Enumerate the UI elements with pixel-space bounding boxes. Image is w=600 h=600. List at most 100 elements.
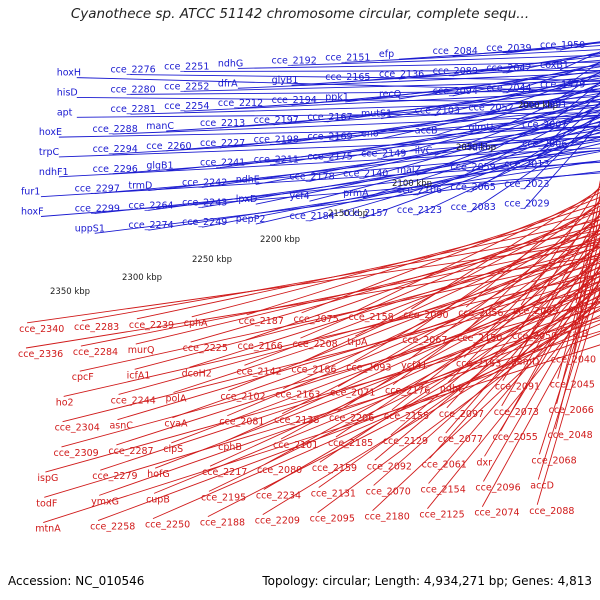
forward-gene-label[interactable]: hisD: [57, 87, 78, 98]
reverse-gene-label[interactable]: cce_2150: [457, 333, 502, 344]
reverse-gene-label[interactable]: cce_2096: [475, 483, 520, 494]
reverse-gene-label[interactable]: clpS: [163, 444, 183, 455]
reverse-gene-label[interactable]: cce_2159: [312, 463, 357, 474]
forward-gene-label[interactable]: ndhE: [236, 174, 260, 185]
reverse-gene-label[interactable]: cce_2056: [458, 308, 503, 319]
forward-gene-label[interactable]: cce_1979: [540, 80, 585, 91]
reverse-gene-label[interactable]: murQ: [128, 345, 155, 356]
reverse-gene-label[interactable]: cce_2138: [274, 415, 319, 426]
forward-gene-label[interactable]: cce_2039: [486, 43, 531, 54]
reverse-gene-label[interactable]: cce_2125: [419, 510, 464, 521]
forward-gene-label[interactable]: cce_2251: [164, 61, 209, 72]
forward-gene-label[interactable]: accB: [415, 126, 438, 137]
reverse-gene-label[interactable]: cce_2131: [311, 488, 356, 499]
reverse-gene-label[interactable]: ndhL: [440, 384, 464, 395]
forward-gene-label[interactable]: trpC: [39, 147, 60, 158]
forward-gene-label[interactable]: cce_2242: [182, 177, 227, 188]
forward-gene-label[interactable]: cce_2254: [164, 101, 209, 112]
reverse-gene-label[interactable]: cce_2166: [238, 341, 283, 352]
forward-gene-label[interactable]: cce_2211: [254, 155, 299, 166]
reverse-gene-label[interactable]: cce_2088: [529, 506, 574, 517]
reverse-gene-label[interactable]: ispG: [37, 473, 58, 484]
reverse-gene-label[interactable]: cce_2217: [202, 467, 247, 478]
reverse-gene-label[interactable]: cce_2155: [384, 411, 429, 422]
forward-gene-label[interactable]: cce_2249: [182, 217, 227, 228]
reverse-gene-label[interactable]: cce_2071: [330, 388, 375, 399]
reverse-gene-label[interactable]: cce_2158: [348, 312, 393, 323]
forward-gene-label[interactable]: cce_2212: [218, 98, 263, 109]
reverse-gene-label[interactable]: cce_2186: [291, 364, 336, 375]
reverse-gene-label[interactable]: cphA: [184, 318, 208, 329]
forward-gene-label[interactable]: cce_2013: [504, 159, 549, 170]
forward-gene-label[interactable]: cce_2123: [397, 205, 442, 216]
reverse-gene-label[interactable]: cce_2287: [108, 446, 153, 457]
reverse-gene-label[interactable]: accD: [530, 481, 554, 492]
reverse-gene-label[interactable]: hofG: [147, 469, 170, 480]
reverse-gene-label[interactable]: cce_2092: [367, 461, 412, 472]
reverse-gene-label[interactable]: cupB: [146, 494, 170, 505]
reverse-gene-label[interactable]: ho2: [56, 397, 74, 408]
reverse-gene-label[interactable]: cce_2176: [385, 386, 430, 397]
forward-gene-label[interactable]: cce_2169: [307, 132, 352, 143]
forward-gene-label[interactable]: coxB1: [540, 60, 569, 71]
forward-gene-label[interactable]: hoxH: [57, 68, 81, 79]
reverse-gene-label[interactable]: cce_2258: [90, 522, 135, 533]
reverse-gene-label[interactable]: cce_2069: [513, 306, 558, 317]
forward-gene-label[interactable]: glyB1: [272, 75, 299, 86]
reverse-gene-label[interactable]: cce_2154: [421, 484, 466, 495]
reverse-gene-label[interactable]: cce_2045: [550, 380, 595, 391]
reverse-gene-label[interactable]: cce_2244: [111, 395, 156, 406]
reverse-gene-label[interactable]: cce_2080: [257, 465, 302, 476]
reverse-gene-label[interactable]: cce_2208: [292, 339, 337, 350]
forward-gene-label[interactable]: cce_2103: [415, 106, 460, 117]
forward-gene-label[interactable]: prmA: [343, 188, 369, 199]
forward-gene-label[interactable]: cce_2192: [272, 55, 317, 66]
forward-gene-label[interactable]: cce_2094: [433, 86, 478, 97]
forward-gene-label[interactable]: cce_2297: [75, 184, 120, 195]
forward-gene-label[interactable]: cce_2264: [128, 200, 173, 211]
forward-gene-label[interactable]: cce_2157: [343, 208, 388, 219]
reverse-gene-label[interactable]: cce_2055: [493, 432, 538, 443]
forward-gene-label[interactable]: cce_2089: [433, 66, 478, 77]
forward-gene-label[interactable]: cce_2151: [325, 52, 370, 63]
forward-gene-label[interactable]: cce_2044: [486, 83, 531, 94]
forward-gene-label[interactable]: glmU: [468, 122, 493, 133]
forward-gene-label[interactable]: cce_2136: [379, 69, 424, 80]
reverse-gene-label[interactable]: cce_2234: [256, 490, 301, 501]
forward-gene-label[interactable]: apt: [57, 107, 73, 118]
forward-gene-label[interactable]: cce_2184: [290, 211, 335, 222]
reverse-gene-label[interactable]: cce_2129: [383, 436, 428, 447]
reverse-gene-label[interactable]: cce_2195: [201, 492, 246, 503]
reverse-gene-label[interactable]: cce_2102: [220, 392, 265, 403]
reverse-gene-label[interactable]: cce_2309: [53, 448, 98, 459]
forward-gene-label[interactable]: cce_2023: [504, 179, 549, 190]
reverse-gene-label[interactable]: cce_2180: [365, 512, 410, 523]
forward-gene-label[interactable]: cce_2140: [343, 168, 388, 179]
forward-gene-label[interactable]: cce_2276: [110, 65, 155, 76]
reverse-gene-label[interactable]: carB: [567, 329, 588, 340]
reverse-gene-label[interactable]: cce_2279: [92, 471, 137, 482]
forward-gene-label[interactable]: hoxE: [39, 127, 62, 138]
reverse-gene-label[interactable]: cce_2340: [19, 324, 64, 335]
forward-gene-label[interactable]: cce_2274: [128, 220, 173, 231]
forward-gene-label[interactable]: cce_2084: [433, 46, 478, 57]
forward-gene-label[interactable]: manC: [146, 121, 174, 132]
forward-gene-label[interactable]: efp: [379, 49, 394, 60]
forward-gene-label[interactable]: cce_2042: [486, 63, 531, 74]
forward-gene-label[interactable]: cce_2243: [182, 197, 227, 208]
reverse-gene-label[interactable]: acs: [568, 304, 584, 315]
reverse-gene-label[interactable]: ycf41: [401, 360, 427, 371]
forward-gene-label[interactable]: cce_2241: [200, 158, 245, 169]
reverse-gene-label[interactable]: cce_2188: [200, 518, 245, 529]
reverse-gene-label[interactable]: icfA1: [127, 370, 151, 381]
reverse-gene-label[interactable]: cce_2283: [74, 322, 119, 333]
forward-gene-label[interactable]: cce_2178: [289, 171, 334, 182]
forward-gene-label[interactable]: cce_2260: [146, 141, 191, 152]
forward-gene-label[interactable]: cce_2197: [254, 115, 299, 126]
forward-gene-label[interactable]: hoxF: [21, 207, 44, 218]
forward-gene-label[interactable]: cce_1991: [522, 100, 567, 111]
forward-gene-label[interactable]: cce_2175: [307, 151, 352, 162]
reverse-gene-label[interactable]: dxr: [477, 457, 493, 468]
reverse-gene-label[interactable]: todF: [36, 498, 57, 509]
reverse-gene-label[interactable]: cce_2091: [495, 382, 540, 393]
